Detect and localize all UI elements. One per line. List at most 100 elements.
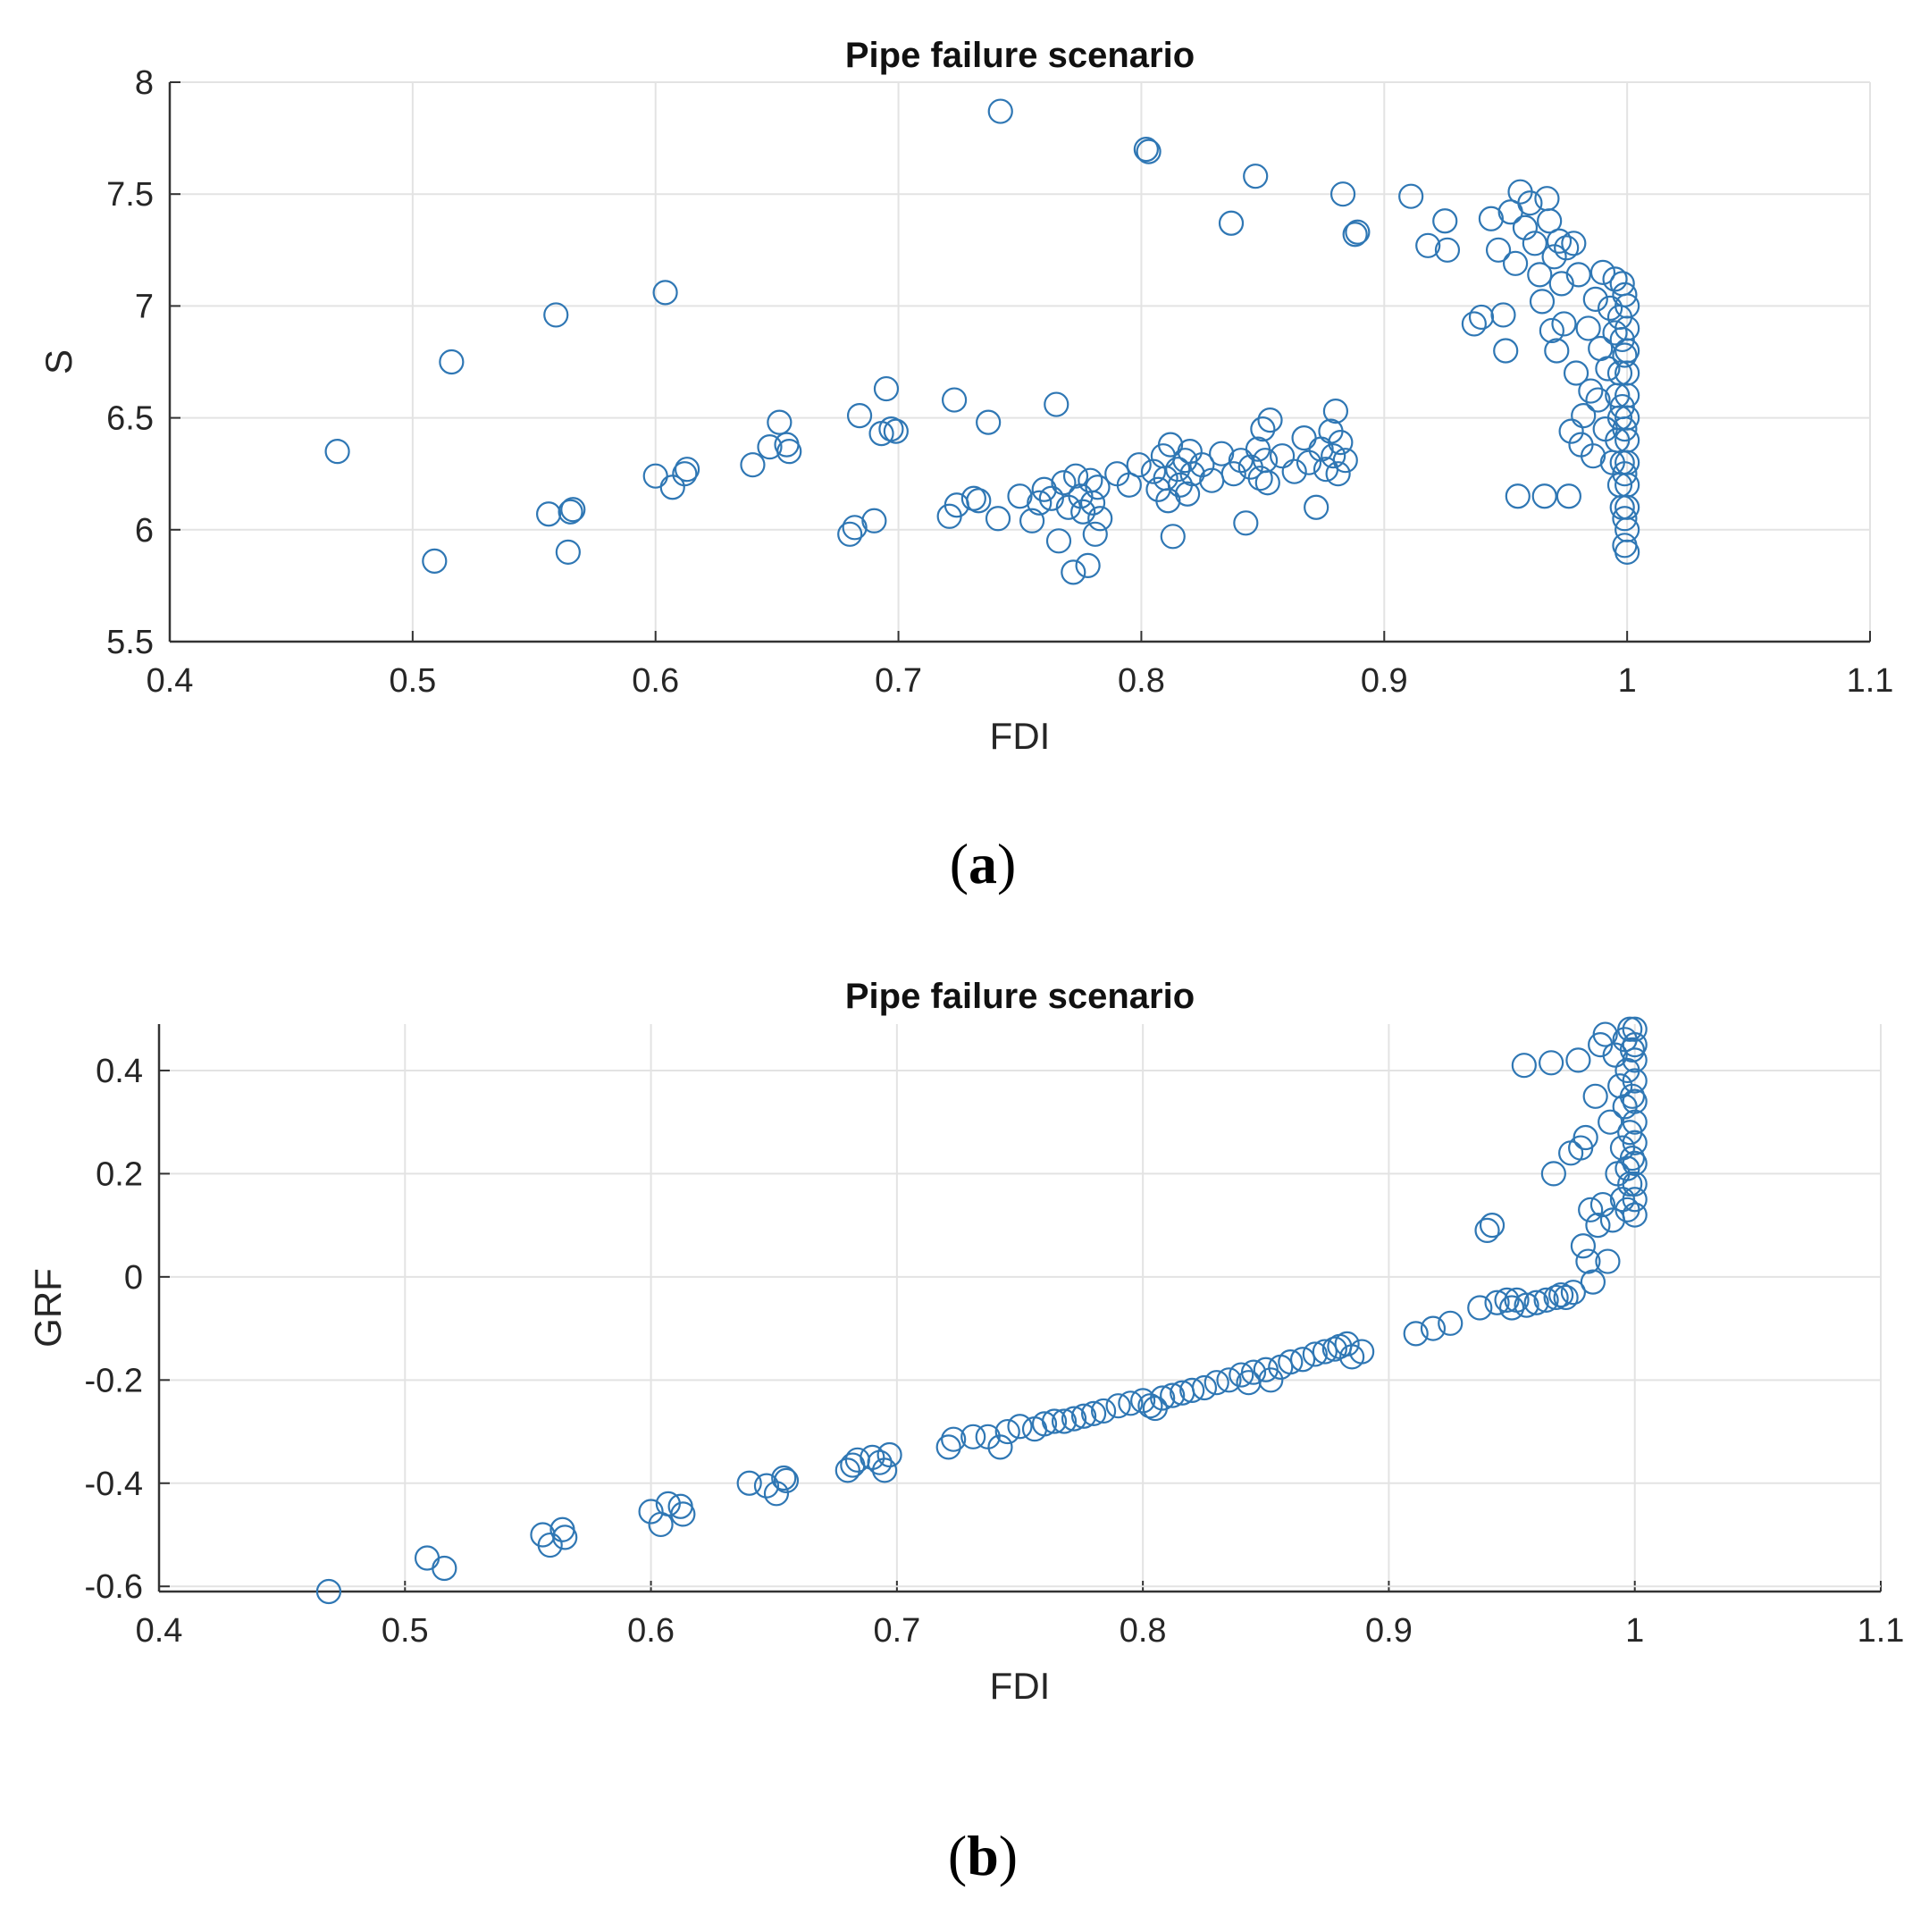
panel-label-b: (b) [947, 1824, 1019, 1887]
data-point [757, 434, 783, 460]
data-point [1511, 1053, 1537, 1079]
data-point [1589, 1191, 1616, 1218]
data-point [941, 387, 968, 413]
x-tick-label: 0.8 [1118, 662, 1165, 700]
data-point [1622, 1068, 1648, 1094]
data-point [1087, 506, 1113, 532]
data-point [1595, 1248, 1621, 1274]
data-point [740, 452, 766, 478]
data-point [1612, 281, 1638, 307]
data-point [1570, 1233, 1597, 1259]
data-point [1278, 1349, 1304, 1375]
data-point [1079, 490, 1106, 516]
data-point [1539, 1050, 1564, 1076]
data-point [1247, 466, 1273, 491]
data-point [1553, 1284, 1579, 1311]
data-point [1233, 510, 1259, 536]
data-point [1438, 1310, 1464, 1336]
data-point [1204, 1370, 1229, 1396]
data-point [1044, 391, 1069, 417]
data-point [1191, 1374, 1218, 1401]
data-point [1612, 416, 1638, 442]
data-point [1007, 1414, 1033, 1440]
x-tick-label: 0.4 [136, 1612, 183, 1650]
y-tick-label: 6 [135, 512, 154, 550]
data-point [867, 1449, 893, 1475]
data-point [837, 521, 863, 547]
data-point [1468, 304, 1495, 331]
data-point [1434, 237, 1461, 263]
data-point [1609, 1135, 1636, 1161]
data-point [1150, 1385, 1176, 1411]
data-point [1019, 508, 1045, 533]
data-point [960, 485, 986, 511]
data-point [1622, 1088, 1648, 1114]
x-tick-label: 0.6 [627, 1612, 675, 1650]
data-point [1082, 521, 1108, 547]
data-point [1575, 315, 1601, 341]
data-point [878, 416, 904, 442]
data-point [422, 548, 448, 574]
data-point [1403, 1321, 1429, 1347]
data-point [773, 1467, 800, 1493]
data-point [1548, 1281, 1574, 1308]
data-point [1157, 432, 1184, 458]
data-point [1304, 494, 1329, 520]
data-point [1598, 1109, 1623, 1135]
data-point [1571, 402, 1597, 429]
data-point [1080, 1400, 1107, 1426]
data-point [876, 1441, 902, 1468]
data-point [1494, 1287, 1520, 1313]
data-point [1133, 137, 1159, 163]
data-point [1027, 490, 1053, 516]
data-point [1548, 271, 1574, 297]
data-point [1155, 488, 1181, 514]
data-point [1578, 1197, 1604, 1222]
y-tick-label: -0.2 [85, 1362, 143, 1399]
data-point [1332, 448, 1358, 474]
data-point [1560, 1280, 1586, 1306]
data-point [543, 302, 569, 328]
data-point [1189, 452, 1215, 478]
data-point [771, 1465, 797, 1491]
y-tick-label: 0.2 [96, 1155, 143, 1193]
data-point [1617, 1171, 1643, 1197]
data-point [1116, 472, 1142, 498]
data-point [1328, 430, 1354, 456]
plot-area [159, 1024, 1881, 1592]
data-point [1592, 1021, 1618, 1047]
data-point [1031, 1411, 1058, 1437]
data-point [674, 457, 700, 483]
data-point [753, 1473, 780, 1499]
data-point [1467, 1295, 1493, 1321]
data-point [315, 1578, 342, 1605]
data-point [1322, 398, 1349, 424]
data-point [638, 1499, 664, 1525]
data-point [1068, 483, 1094, 509]
data-point [1415, 232, 1441, 258]
data-point [1432, 208, 1458, 234]
data-point [1554, 235, 1580, 261]
data-point [1085, 475, 1111, 500]
x-axis-label: FDI [990, 1665, 1051, 1707]
x-tick-label: 1.1 [1847, 662, 1894, 700]
data-point [1160, 524, 1186, 550]
data-point [994, 1418, 1020, 1445]
data-point [1540, 1161, 1566, 1187]
y-tick-label: 8 [135, 64, 154, 102]
data-point [1090, 1398, 1117, 1424]
data-point [1619, 1083, 1646, 1109]
data-point [1609, 326, 1635, 353]
y-tick-label: 7.5 [106, 176, 154, 214]
x-tick-label: 0.8 [1120, 1612, 1167, 1650]
data-point [324, 439, 350, 465]
data-point [985, 506, 1011, 532]
data-point [1174, 481, 1201, 507]
data-point [1051, 470, 1077, 496]
data-point [439, 349, 465, 375]
data-point [883, 418, 909, 444]
data-point [1505, 483, 1531, 509]
data-point [555, 539, 581, 565]
x-tick-label: 0.5 [382, 1612, 429, 1650]
data-point [1461, 311, 1487, 337]
